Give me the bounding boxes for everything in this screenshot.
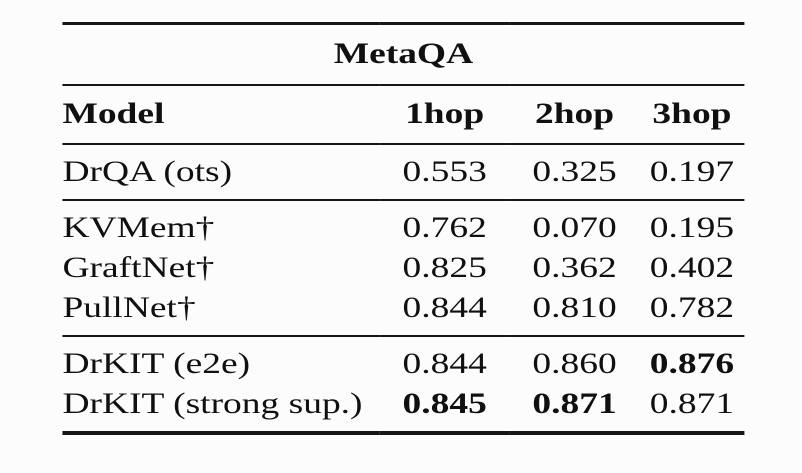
- model-cell: DrQA (ots): [62, 155, 233, 188]
- table-group-prior-work: KVMem† 0.762 0.070 0.195 GraftNet† 0.825…: [62, 200, 745, 336]
- value-cell: 0.810: [532, 291, 617, 324]
- value-cell: 0.871: [649, 387, 735, 420]
- table-head: MetaQA Model 1hop 2hop 3hop: [62, 23, 745, 145]
- value-cell: 0.844: [402, 291, 487, 324]
- metaqa-results-table: MetaQA Model 1hop 2hop 3hop DrQA (ots) 0…: [62, 22, 745, 435]
- table-title-row: MetaQA: [62, 23, 745, 86]
- value-cell: 0.871: [532, 387, 617, 420]
- value-cell: 0.402: [649, 251, 735, 284]
- value-cell: 0.860: [532, 347, 617, 380]
- value-cell: 0.195: [649, 211, 735, 244]
- model-cell: KVMem†: [62, 211, 215, 244]
- value-cell: 0.325: [532, 155, 617, 188]
- value-cell: 0.070: [532, 211, 617, 244]
- table-row: DrKIT (strong sup.) 0.845 0.871 0.871: [62, 384, 744, 433]
- table-row: PullNet† 0.844 0.810 0.782: [62, 288, 744, 336]
- column-header-3hop: 3hop: [639, 85, 745, 145]
- model-cell: DrKIT (strong sup.): [62, 387, 363, 420]
- column-header-1hop: 1hop: [379, 85, 510, 145]
- table-title: MetaQA: [62, 23, 745, 86]
- value-cell: 0.762: [402, 211, 487, 244]
- value-cell: 0.362: [532, 251, 617, 284]
- table-header-row: Model 1hop 2hop 3hop: [62, 85, 745, 145]
- model-cell: PullNet†: [62, 291, 196, 324]
- value-cell: 0.782: [649, 291, 735, 324]
- column-header-2hop: 2hop: [509, 85, 640, 145]
- table-row: KVMem† 0.762 0.070 0.195: [62, 200, 744, 248]
- value-cell: 0.844: [402, 347, 487, 380]
- column-header-model: Model: [62, 85, 380, 145]
- table-row: DrKIT (e2e) 0.844 0.860 0.876: [62, 336, 744, 384]
- value-cell: 0.553: [402, 155, 487, 188]
- value-cell: 0.876: [649, 347, 735, 380]
- table-row: GraftNet† 0.825 0.362 0.402: [62, 248, 744, 288]
- table-group-baseline: DrQA (ots) 0.553 0.325 0.197: [62, 144, 745, 200]
- value-cell: 0.845: [402, 387, 487, 420]
- table-row: DrQA (ots) 0.553 0.325 0.197: [62, 144, 744, 200]
- model-cell: DrKIT (e2e): [62, 347, 251, 380]
- value-cell: 0.825: [402, 251, 487, 284]
- table-group-drkit: DrKIT (e2e) 0.844 0.860 0.876 DrKIT (str…: [62, 336, 745, 433]
- value-cell: 0.197: [649, 155, 735, 188]
- model-cell: GraftNet†: [62, 251, 215, 284]
